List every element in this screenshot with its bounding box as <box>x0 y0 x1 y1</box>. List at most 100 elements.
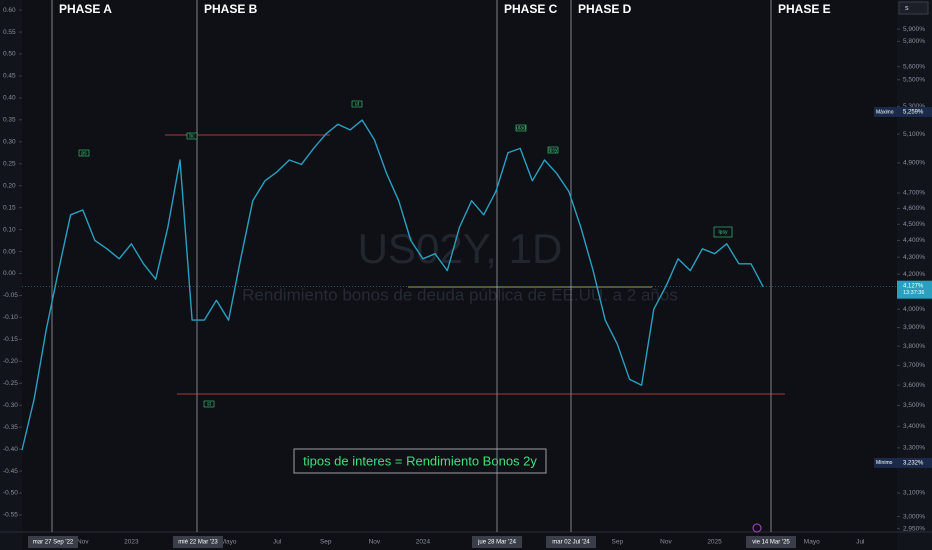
y-tick-label: 5,100% <box>903 131 925 138</box>
date-label: vie 14 Mar '25 <box>752 540 790 546</box>
event-label: lpsy <box>719 229 728 235</box>
event-label: lpsy <box>549 147 558 153</box>
y2-tick-label: -0.15 <box>3 336 18 343</box>
event-icon[interactable] <box>752 523 762 533</box>
y2-tick-label: 0.20 <box>3 182 16 189</box>
y2-tick-label: 0.50 <box>3 51 16 58</box>
y-tick-label: 4,700% <box>903 190 925 197</box>
y-tick-label: 5,900% <box>903 26 925 33</box>
countdown: 13:37:36 <box>903 290 924 296</box>
event-box <box>547 146 559 154</box>
y2-tick-label: 0.25 <box>3 160 16 167</box>
y2-tick-label: 0.35 <box>3 117 16 124</box>
date-label: mar 02 Jul '24 <box>552 540 590 546</box>
y-tick-label: 4,200% <box>903 271 925 278</box>
price-name-bg <box>874 106 897 117</box>
price-max-bg <box>897 106 932 117</box>
phase-label: PHASE D <box>578 2 632 16</box>
date-label-bg <box>28 536 78 548</box>
event-box <box>186 132 198 140</box>
y2-tick-label: -0.25 <box>3 380 18 387</box>
price-name-bg <box>874 457 897 468</box>
y-tick-label: 3,500% <box>903 402 925 409</box>
date-label-bg <box>746 536 796 548</box>
y-tick-label: 3,400% <box>903 423 925 430</box>
y2-tick-label: 0.30 <box>3 139 16 146</box>
symbol-box-text: s <box>905 5 909 12</box>
event-box <box>713 226 733 238</box>
date-label: mié 22 Mar '23 <box>178 540 218 546</box>
y2-tick-label: 0.00 <box>3 270 16 277</box>
x-tick-label: Nov <box>369 539 381 546</box>
note-box <box>293 448 547 474</box>
date-label-bg <box>173 536 223 548</box>
x-tick-label: 2023 <box>124 539 139 546</box>
watermark: US02Y, 1D <box>358 225 563 272</box>
y-tick-label: 5,800% <box>903 38 925 45</box>
y2-tick-label: -0.45 <box>3 468 18 475</box>
y2-tick-label: -0.30 <box>3 402 18 409</box>
y2-tick-label: -0.05 <box>3 292 18 299</box>
y-tick-label: 5,600% <box>903 63 925 70</box>
price-max: 5,259% <box>903 110 924 116</box>
y-tick-label: 4,300% <box>903 254 925 261</box>
event-label: utad <box>516 125 526 131</box>
y-tick-label: 4,500% <box>903 221 925 228</box>
symbol-box[interactable] <box>898 1 929 15</box>
y-tick-label: 3,300% <box>903 445 925 452</box>
x-tick-label: Nov <box>660 539 672 546</box>
y-tick-label: 4,900% <box>903 160 925 167</box>
y2-tick-label: 0.05 <box>3 248 16 255</box>
y2-tick-label: 0.60 <box>3 7 16 14</box>
note: tipos de interes = Rendimiento Bonos 2y <box>303 453 537 468</box>
price-min-bg <box>897 457 932 468</box>
price-name: Máximo <box>876 109 894 115</box>
y-tick-label: 3,700% <box>903 362 925 369</box>
y-tick-label: 3,100% <box>903 490 925 497</box>
y2-tick-label: -0.40 <box>3 446 18 453</box>
price-min: 3,232% <box>903 460 924 466</box>
phase-label: PHASE B <box>204 2 258 16</box>
x-tick-label: Jul <box>856 539 865 546</box>
y-tick-label: 5,300% <box>903 103 925 110</box>
x-tick-label: Sep <box>612 539 624 546</box>
event-label: bc <box>189 133 195 139</box>
y2-tick-label: -0.10 <box>3 314 18 321</box>
y2-tick-label: 0.55 <box>3 29 16 36</box>
date-label-bg <box>472 536 522 548</box>
y-tick-label: 3,900% <box>903 324 925 331</box>
y2-tick-label: -0.20 <box>3 358 18 365</box>
x-tick-label: Mayo <box>221 539 237 546</box>
y2-tick-label: 0.10 <box>3 226 16 233</box>
y2-tick-label: -0.55 <box>3 512 18 519</box>
event-label: ut <box>355 101 360 107</box>
x-tick-label: 2024 <box>416 539 431 546</box>
date-label: mar 27 Sep '22 <box>33 540 74 546</box>
y-tick-label: 3,800% <box>903 343 925 350</box>
y-tick-label: 5,500% <box>903 76 925 83</box>
x-tick-label: Jul <box>273 539 282 546</box>
last-price: 4,127% <box>903 283 924 289</box>
y-tick-label: 4,600% <box>903 205 925 212</box>
event-box <box>203 400 215 408</box>
event-box <box>515 124 527 132</box>
watermark-subtitle: Rendimiento bonos de deuda pública de EE… <box>242 285 678 304</box>
y-tick-label: 3,600% <box>903 382 925 389</box>
x-tick-label: Sep <box>320 539 332 546</box>
y2-tick-label: 0.40 <box>3 95 16 102</box>
price-line-series <box>21 119 764 451</box>
event-box <box>78 149 90 157</box>
phase-label: PHASE A <box>59 2 112 16</box>
last-bg <box>897 280 932 299</box>
event-label: ps <box>81 150 87 156</box>
event-box <box>351 100 363 108</box>
date-label-bg <box>546 536 596 548</box>
y2-tick-label: -0.35 <box>3 424 18 431</box>
x-tick-label: Nov <box>77 539 89 546</box>
x-tick-label: 2025 <box>707 539 722 546</box>
y-tick-label: 4,000% <box>903 306 925 313</box>
price-name: Mínimo <box>876 460 893 466</box>
y2-tick-label: -0.50 <box>3 490 18 497</box>
date-label: jue 28 Mar '24 <box>477 540 516 546</box>
